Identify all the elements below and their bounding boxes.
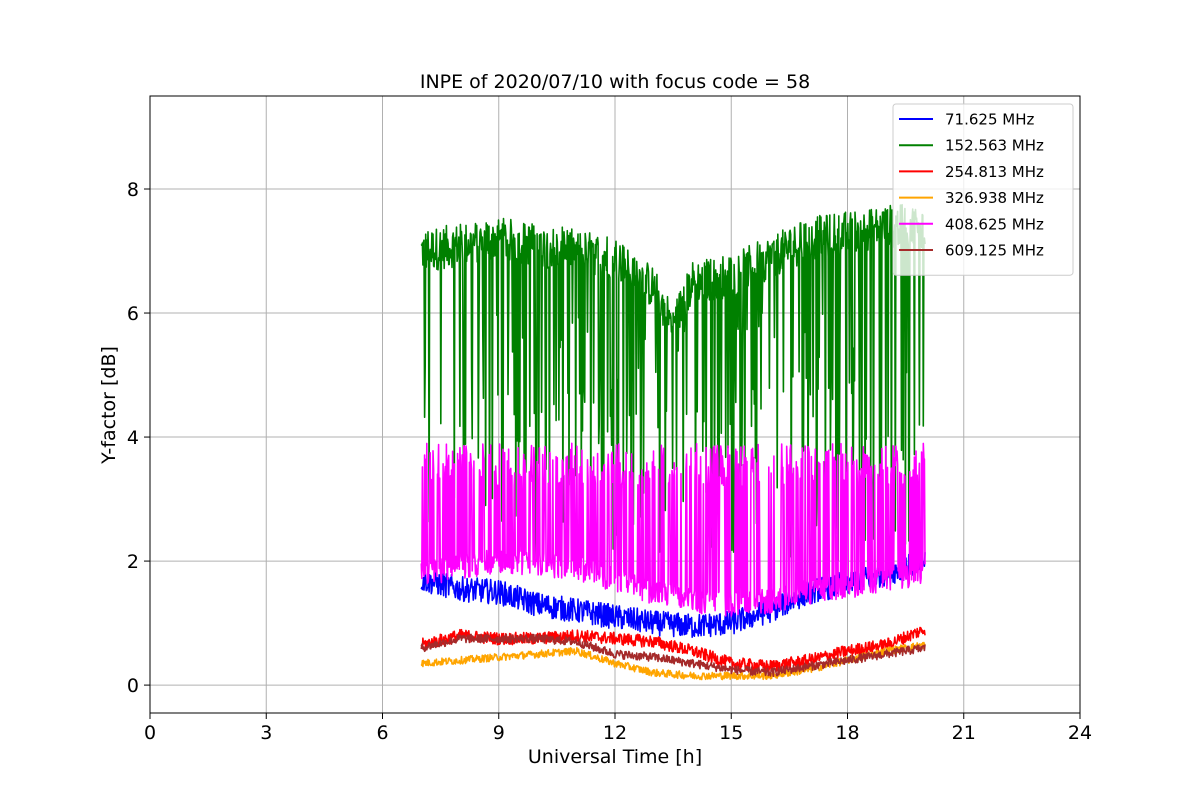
series-line (420, 626, 926, 673)
plot-area (420, 203, 926, 681)
series-line (420, 203, 926, 562)
series-line (420, 442, 926, 617)
chart-title: INPE of 2020/07/10 with focus code = 58 (420, 71, 810, 93)
legend: 71.625 MHz 152.563 MHz 254.813 MHz 326.938 … (892, 103, 1074, 276)
x-tick-label: 24 (1068, 722, 1092, 744)
legend-label: 254.813 MHz (945, 163, 1044, 181)
y-axis: 0 2 4 6 8 (127, 179, 150, 697)
x-tick-label: 18 (835, 722, 859, 744)
legend-box (892, 103, 1074, 276)
series-layer (420, 203, 926, 681)
y-tick-label: 0 (127, 675, 139, 697)
x-tick-label: 15 (719, 722, 743, 744)
y-tick-label: 2 (127, 551, 139, 573)
y-tick-label: 4 (127, 427, 139, 449)
x-tick-label: 0 (144, 722, 156, 744)
x-axis-label: Universal Time [h] (528, 746, 702, 768)
series-line (420, 633, 926, 678)
x-tick-label: 9 (493, 722, 505, 744)
legend-label: 326.938 MHz (945, 189, 1044, 207)
y-axis-label: Y-factor [dB] (98, 346, 120, 465)
x-tick-label: 12 (603, 722, 627, 744)
x-tick-label: 3 (260, 722, 272, 744)
x-tick-label: 21 (952, 722, 976, 744)
legend-label: 609.125 MHz (945, 242, 1044, 260)
legend-label: 152.563 MHz (945, 137, 1044, 155)
x-axis: 0 3 6 9 12 15 18 21 24 (144, 713, 1092, 744)
y-tick-label: 6 (127, 303, 139, 325)
x-tick-label: 6 (376, 722, 388, 744)
legend-label: 71.625 MHz (945, 111, 1034, 129)
legend-label: 408.625 MHz (945, 215, 1044, 233)
y-tick-label: 8 (127, 179, 139, 201)
